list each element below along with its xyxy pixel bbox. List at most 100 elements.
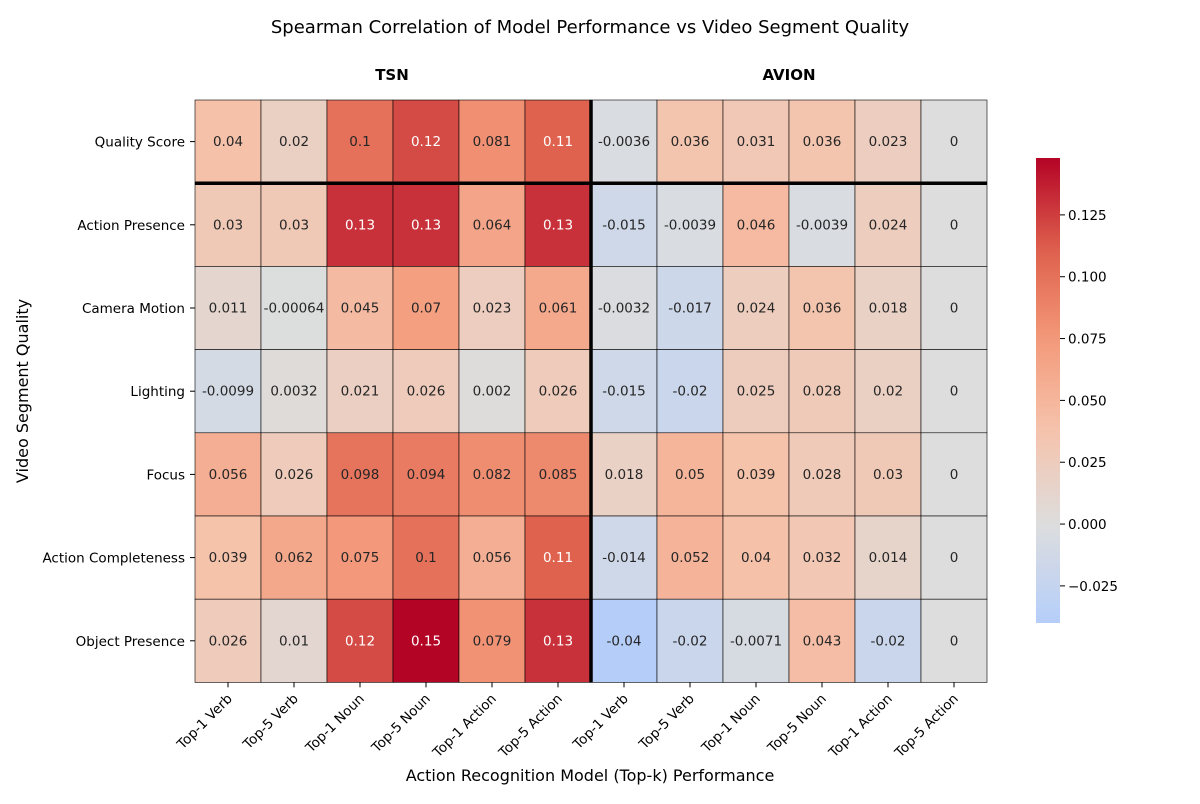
heatmap-cell <box>524 99 592 184</box>
heatmap-cell <box>392 515 460 600</box>
heatmap-cells: 0.04 0.02 0.1 0.12 0.081 0.11 -0.0036 0.036 0.03… <box>194 99 988 683</box>
row-labels: Quality Score Action Presence Camera Motio… <box>42 135 195 650</box>
cell-value-label: 0.011 <box>209 301 248 317</box>
heatmap-cell <box>788 182 856 267</box>
cell-value-label: 0.081 <box>473 134 512 150</box>
column-label: Top-5 Action <box>495 691 566 762</box>
cell-value-label: -0.0099 <box>202 384 254 400</box>
heatmap-cell <box>920 598 988 683</box>
cell-value-label: 0.031 <box>737 134 776 150</box>
cell-value-label: 0.014 <box>869 550 908 566</box>
heatmap-cell <box>458 266 526 350</box>
heatmap-cell <box>326 432 394 517</box>
cell-value-label: -0.00064 <box>264 301 325 317</box>
cell-value-label: 0.025 <box>737 384 776 400</box>
heatmap-cell <box>260 432 328 517</box>
cell-value-label: 0.098 <box>341 467 380 483</box>
heatmap-cell <box>326 349 394 434</box>
cell-value-label: 0.075 <box>341 550 380 566</box>
cell-value-label: 0.032 <box>803 550 842 566</box>
cell-value-label: 0.061 <box>539 301 578 317</box>
cell-value-label: 0.01 <box>279 633 309 649</box>
heatmap-cell <box>458 432 526 517</box>
heatmap-cell <box>260 266 328 350</box>
cell-value-label: -0.014 <box>602 550 646 566</box>
heatmap-cell <box>722 266 790 350</box>
heatmap-cell <box>194 432 262 517</box>
colorbar-tick-label: 0.050 <box>1068 393 1107 409</box>
colorbar-tick-label: 0.000 <box>1068 517 1107 533</box>
cell-value-label: 0.12 <box>411 134 441 150</box>
heatmap-cell <box>920 515 988 600</box>
colorbar-tick-label: −0.025 <box>1068 579 1118 595</box>
cell-value-label: -0.02 <box>673 384 708 400</box>
heatmap-cell <box>392 99 460 184</box>
cell-value-label: 0.15 <box>411 633 441 649</box>
cell-value-label: 0.026 <box>275 467 314 483</box>
cell-value-label: 0.024 <box>869 217 908 233</box>
column-label: Top-5 Verb <box>635 691 697 753</box>
x-axis-label: Action Recognition Model (Top-k) Perform… <box>406 766 775 785</box>
cell-value-label: 0.079 <box>473 633 512 649</box>
cell-value-label: 0.02 <box>873 384 903 400</box>
heatmap-cell <box>788 515 856 600</box>
heatmap-cell <box>854 598 922 683</box>
chart-title: Spearman Correlation of Model Performanc… <box>271 17 910 38</box>
cell-value-label: 0.046 <box>737 217 776 233</box>
column-label: Top-5 Action <box>891 691 962 762</box>
row-label: Action Completeness <box>42 551 185 567</box>
cell-value-label: -0.0036 <box>598 134 650 150</box>
cell-value-label: 0.0032 <box>270 384 317 400</box>
cell-value-label: 0.036 <box>671 134 710 150</box>
column-label: Top-1 Verb <box>569 691 631 753</box>
heatmap-cell <box>194 515 262 600</box>
cell-value-label: 0.03 <box>213 217 243 233</box>
cell-value-label: 0.02 <box>279 134 309 150</box>
heatmap-cell <box>194 99 262 184</box>
cell-value-label: -0.02 <box>673 633 708 649</box>
cell-value-label: 0.024 <box>737 301 776 317</box>
heatmap-cell <box>194 349 262 434</box>
heatmap-cell <box>920 266 988 350</box>
cell-value-label: 0.062 <box>275 550 314 566</box>
cell-value-label: -0.015 <box>602 217 646 233</box>
heatmap-cell <box>524 182 592 267</box>
heatmap-cell <box>524 598 592 683</box>
row-label: Object Presence <box>76 634 185 650</box>
heatmap-cell <box>194 266 262 350</box>
heatmap-cell <box>524 349 592 434</box>
cell-value-label: 0.021 <box>341 384 380 400</box>
cell-value-label: 0.036 <box>803 301 842 317</box>
cell-value-label: 0.039 <box>209 550 248 566</box>
cell-value-label: 0.04 <box>213 134 243 150</box>
cell-value-label: 0.002 <box>473 384 512 400</box>
group-label-tsn: TSN <box>375 66 409 84</box>
heatmap-cell <box>194 598 262 683</box>
heatmap-cell <box>260 182 328 267</box>
colorbar <box>1036 158 1060 623</box>
column-labels: Top-1 Verb Top-5 Verb Top-1 Noun Top-5 Noun… <box>173 682 962 762</box>
heatmap-cell <box>326 99 394 184</box>
cell-value-label: 0.11 <box>543 550 573 566</box>
heatmap-cell <box>326 182 394 267</box>
heatmap-cell <box>722 99 790 184</box>
row-label: Quality Score <box>95 135 185 151</box>
heatmap-cell <box>656 182 724 267</box>
cell-value-label: 0.03 <box>279 217 309 233</box>
heatmap-cell <box>590 515 658 600</box>
cell-value-label: 0.07 <box>411 301 441 317</box>
heatmap-cell <box>590 182 658 267</box>
cell-value-label: -0.02 <box>871 633 906 649</box>
heatmap-cell <box>788 99 856 184</box>
heatmap-cell <box>392 598 460 683</box>
heatmap-cell <box>458 515 526 600</box>
cell-value-label: 0 <box>950 633 959 649</box>
heatmap-cell <box>392 349 460 434</box>
cell-value-label: 0.026 <box>209 633 248 649</box>
heatmap-cell <box>260 349 328 434</box>
column-label: Top-5 Noun <box>764 691 830 757</box>
heatmap-cell <box>920 349 988 434</box>
cell-value-label: 0.13 <box>543 217 573 233</box>
